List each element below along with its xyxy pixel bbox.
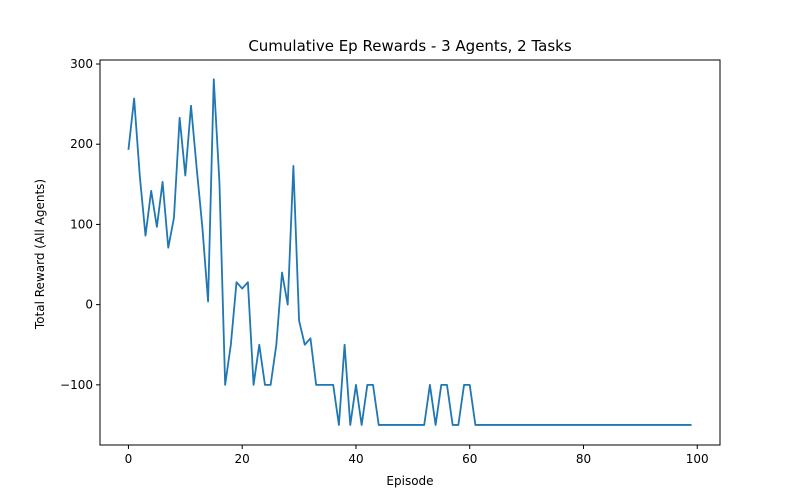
chart-title: Cumulative Ep Rewards - 3 Agents, 2 Task…	[248, 37, 572, 55]
x-tick-label: 100	[686, 452, 709, 466]
x-tick-label: 40	[348, 452, 363, 466]
x-tick-label: 60	[462, 452, 477, 466]
plot-frame	[99, 59, 721, 446]
y-tick-label: 100	[70, 217, 93, 231]
x-tick-label: 0	[125, 452, 133, 466]
x-axis-label: Episode	[386, 474, 433, 488]
plot-area	[127, 78, 692, 426]
series-line-0	[127, 78, 692, 426]
y-tick-label: 0	[85, 298, 93, 312]
y-axis: −100 0 100 200 300	[60, 57, 100, 392]
x-axis: 0 20 40 60 80 100	[125, 445, 709, 466]
y-tick-label: −100	[60, 378, 93, 392]
y-axis-label: Total Reward (All Agents)	[33, 179, 47, 330]
y-tick-label: 300	[70, 57, 93, 71]
x-tick-label: 20	[235, 452, 250, 466]
y-tick-label: 200	[70, 137, 93, 151]
x-tick-label: 80	[576, 452, 591, 466]
